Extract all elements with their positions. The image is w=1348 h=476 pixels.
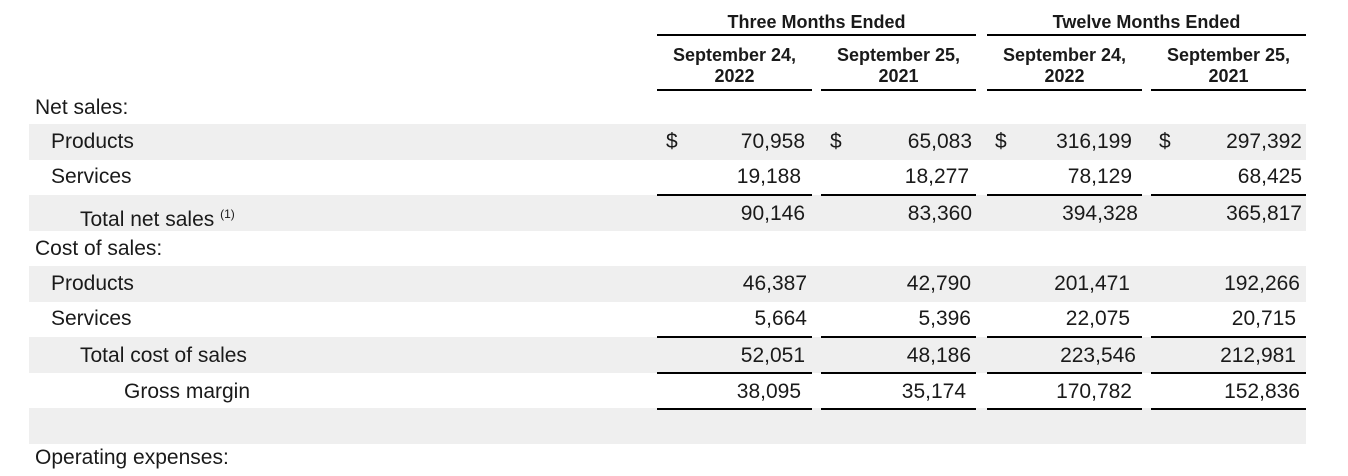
total-rule <box>987 408 1142 410</box>
column-header-y-2021: September 25, 2021 <box>1151 45 1306 91</box>
header-three-months: Three Months Ended <box>657 12 976 36</box>
value-cell: 52,051 <box>740 344 805 367</box>
section-net-sales: Net sales: <box>35 96 129 119</box>
value-cell: 19,188 <box>736 165 801 188</box>
subtotal-rule <box>821 372 976 374</box>
subtotal-rule <box>987 336 1142 338</box>
value-cell: 38,095 <box>736 380 801 403</box>
value-cell: 170,782 <box>1056 380 1132 403</box>
subtotal-rule <box>1151 372 1306 374</box>
value-cell: 42,790 <box>906 272 971 295</box>
column-header-line2: 2021 <box>878 66 919 86</box>
section-operating-expenses: Operating expenses: <box>35 446 229 469</box>
subtotal-rule <box>657 372 812 374</box>
subtotal-rule <box>1151 194 1306 196</box>
value-cell: 83,360 <box>907 202 972 225</box>
header-twelve-months: Twelve Months Ended <box>987 12 1306 36</box>
subtotal-rule <box>821 336 976 338</box>
row-label: Services <box>51 307 132 330</box>
subtotal-rule <box>1151 336 1306 338</box>
column-header-q-2022: September 24, 2022 <box>657 45 812 91</box>
row-band <box>29 408 1306 444</box>
row-band <box>29 124 1306 160</box>
subtotal-rule <box>987 372 1142 374</box>
value-cell: 65,083 <box>907 130 972 153</box>
value-cell: 90,146 <box>740 202 805 225</box>
value-cell: 223,546 <box>1060 344 1136 367</box>
row-label: Gross margin <box>124 380 251 403</box>
column-header-line1: September 25, <box>836 45 961 65</box>
row-label: Products <box>51 130 134 153</box>
column-header-line1: September 25, <box>1166 45 1291 65</box>
value-cell: 152,836 <box>1224 380 1300 403</box>
value-cell: 394,328 <box>1062 202 1138 225</box>
value-cell: 46,387 <box>742 272 807 295</box>
row-label: Services <box>51 165 132 188</box>
total-rule <box>821 408 976 410</box>
value-cell: 316,199 <box>1056 130 1132 153</box>
value-cell: 201,471 <box>1054 272 1130 295</box>
column-header-line1: September 24, <box>1002 45 1127 65</box>
footnote-marker: (1) <box>220 207 235 221</box>
value-cell: 48,186 <box>906 344 971 367</box>
currency-symbol: $ <box>995 130 1007 153</box>
value-cell: 18,277 <box>904 165 969 188</box>
column-header-line2: 2021 <box>1208 66 1249 86</box>
value-cell: 68,425 <box>1237 165 1302 188</box>
row-band <box>29 195 1306 231</box>
total-rule <box>657 408 812 410</box>
value-cell: 5,396 <box>918 307 971 330</box>
subtotal-rule <box>987 194 1142 196</box>
value-cell: 35,174 <box>901 380 966 403</box>
row-band <box>29 337 1306 373</box>
row-label: Total cost of sales <box>80 344 247 367</box>
currency-symbol: $ <box>666 130 678 153</box>
value-cell: 5,664 <box>754 307 807 330</box>
subtotal-rule <box>657 194 812 196</box>
column-header-line2: 2022 <box>1044 66 1085 86</box>
total-rule <box>1151 408 1306 410</box>
value-cell: 365,817 <box>1226 202 1302 225</box>
value-cell: 192,266 <box>1224 272 1300 295</box>
value-cell: 22,075 <box>1065 307 1130 330</box>
value-cell: 20,715 <box>1231 307 1296 330</box>
value-cell: 212,981 <box>1220 344 1296 367</box>
column-header-y-2022: September 24, 2022 <box>987 45 1142 91</box>
column-header-line1: September 24, <box>672 45 797 65</box>
subtotal-rule <box>657 336 812 338</box>
column-header-q-2021: September 25, 2021 <box>821 45 976 91</box>
subtotal-rule <box>821 194 976 196</box>
section-cost-of-sales: Cost of sales: <box>35 237 163 260</box>
row-label: Products <box>51 272 134 295</box>
row-band <box>29 266 1306 302</box>
value-cell: 70,958 <box>740 130 805 153</box>
value-cell: 78,129 <box>1067 165 1132 188</box>
column-header-line2: 2022 <box>714 66 755 86</box>
row-label-text: Total net sales <box>80 208 215 231</box>
value-cell: 297,392 <box>1226 130 1302 153</box>
row-label: Total net sales (1) <box>80 196 235 232</box>
currency-symbol: $ <box>1159 130 1171 153</box>
currency-symbol: $ <box>830 130 842 153</box>
